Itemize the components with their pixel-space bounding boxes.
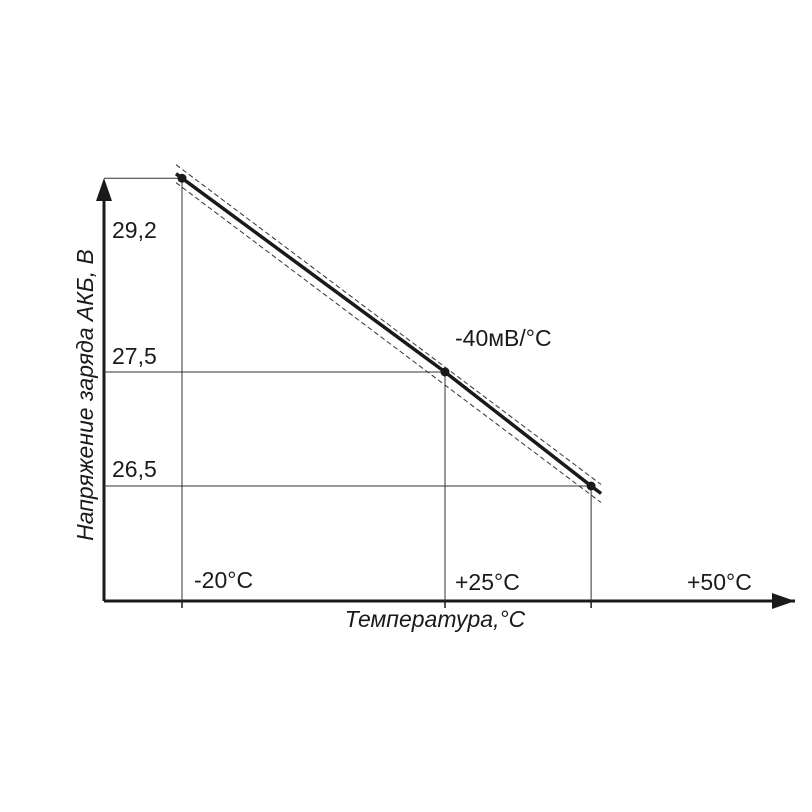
tolerance-dashed-line-0 (175, 164, 602, 485)
y-tick-label-29-2: 29,2 (112, 217, 157, 243)
x-axis-arrow-icon (772, 593, 795, 609)
y-tick-label-26-5: 26,5 (112, 456, 157, 482)
x-tick-label-plus-25: +25°C (455, 569, 520, 595)
data-point-0 (177, 173, 187, 183)
x-axis-title: Температура,°C (345, 606, 526, 632)
data-point-1 (440, 367, 450, 377)
slope-annotation: -40мВ/°C (455, 325, 552, 351)
x-tick-label-plus-50: +50°C (687, 569, 752, 595)
data-point-2 (586, 481, 596, 491)
y-tick-label-27-5: 27,5 (112, 343, 157, 369)
y-axis-arrow-icon (96, 178, 112, 201)
x-tick-label-minus-20: -20°C (194, 567, 253, 593)
y-axis-title: Напряжение заряда АКБ, В (72, 249, 98, 541)
tolerance-dashed-line-1 (175, 182, 602, 503)
